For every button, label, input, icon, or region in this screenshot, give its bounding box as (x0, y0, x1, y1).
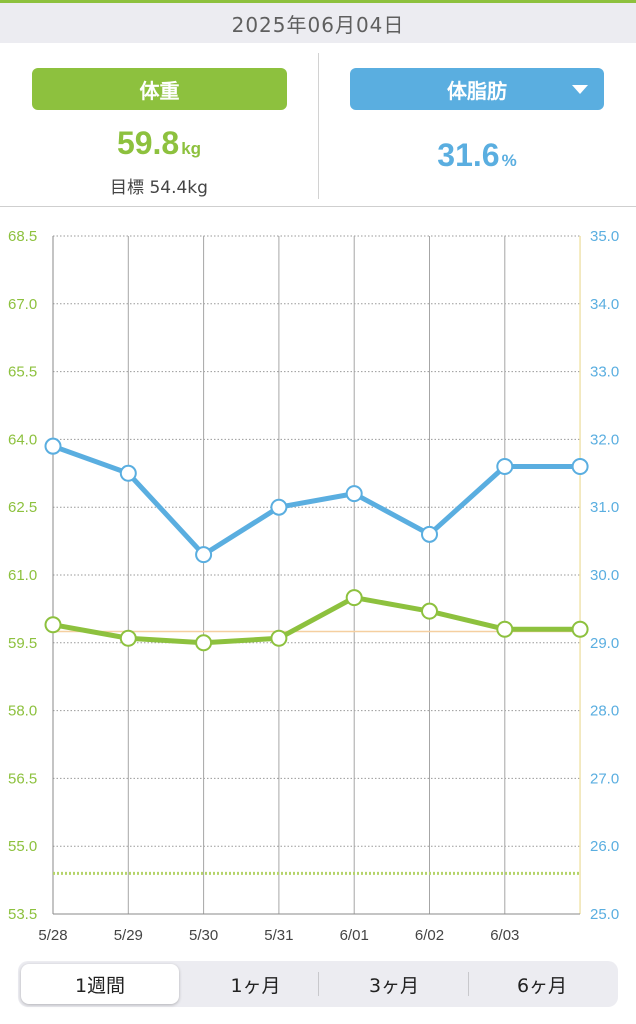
x-axis-tick-label: 6/03 (490, 927, 519, 944)
weight-tab-button[interactable]: 体重 (32, 68, 287, 110)
weight-data-point (345, 589, 363, 607)
left-axis-tick-label: 59.5 (8, 635, 37, 652)
fat-value: 31.6 % (318, 137, 636, 174)
period-tab-6months[interactable]: 6ヶ月 (469, 964, 615, 1004)
right-axis-tick-label: 25.0 (590, 906, 619, 923)
right-axis-tick-label: 32.0 (590, 431, 619, 448)
period-tab-label: 1ヶ月 (230, 974, 281, 997)
x-axis-tick-label: 5/31 (264, 927, 293, 944)
left-axis-tick-label: 68.5 (8, 228, 37, 245)
weight-tab-label: 体重 (139, 78, 180, 103)
period-separator (468, 972, 469, 996)
body-fat-data-point (345, 485, 363, 503)
date-label: 2025年06月04日 (231, 12, 405, 37)
left-axis-tick-label: 62.5 (8, 499, 37, 516)
period-tab-label: 6ヶ月 (516, 974, 568, 997)
fat-unit: % (501, 151, 517, 170)
right-axis-tick-label: 35.0 (590, 228, 619, 245)
period-tab-1month[interactable]: 1ヶ月 (184, 964, 327, 1004)
x-axis-tick-label: 6/01 (340, 927, 369, 944)
x-axis-tick-label: 5/28 (38, 927, 67, 944)
body-fat-data-point (270, 498, 288, 516)
weight-series-line (50, 595, 583, 646)
fat-number: 31.6 (437, 137, 500, 173)
weight-data-point (195, 634, 213, 652)
x-axis-tick-label: 5/29 (114, 927, 143, 944)
fat-dropdown-button[interactable]: 体脂肪 (350, 68, 604, 110)
left-axis-tick-label: 61.0 (8, 567, 37, 584)
right-axis-tick-label: 28.0 (590, 703, 619, 720)
top-accent-line (0, 0, 636, 3)
right-axis-tick-label: 27.0 (590, 770, 619, 787)
right-axis-tick-label: 29.0 (590, 635, 619, 652)
fat-tab-label: 体脂肪 (447, 78, 507, 103)
period-tab-label: 3ヶ月 (368, 974, 420, 997)
period-separator (318, 972, 319, 996)
left-axis-tick-label: 55.0 (8, 838, 37, 855)
left-axis-tick-label: 64.0 (8, 431, 37, 448)
left-axis-tick-label: 53.5 (8, 906, 37, 923)
weight-unit: kg (181, 139, 202, 158)
weight-value: 59.8 kg (0, 125, 318, 162)
date-header: 2025年06月04日 (0, 3, 636, 43)
body-fat-series-line (50, 443, 583, 558)
caret-down-icon (572, 85, 588, 94)
right-axis-tick-label: 31.0 (590, 499, 619, 516)
left-axis-tick-label: 67.0 (8, 296, 37, 313)
body-fat-data-point (119, 464, 137, 482)
weight-data-point (421, 602, 438, 620)
body-fat-data-point (496, 458, 514, 476)
left-axis-tick-label: 56.5 (8, 770, 37, 787)
summary-panel: 体重 59.8 kg 目標 54.4kg 体脂肪 31.6 % (0, 43, 636, 207)
body-fat-data-point (421, 525, 438, 543)
weight-data-point (270, 629, 288, 647)
x-axis-tick-label: 5/30 (189, 927, 218, 944)
weight-fat-chart[interactable]: 53.5 55.0 56.5 58.0 59.5 61.0 62.5 64.0 65.5 67.0… (0, 207, 636, 957)
weight-data-point (496, 620, 514, 638)
period-tab-1week[interactable]: 1週間 (21, 964, 179, 1004)
period-tab-3months[interactable]: 3ヶ月 (319, 964, 469, 1004)
body-fat-data-point (195, 546, 213, 564)
period-tab-label: 1週間 (74, 974, 126, 997)
weight-data-point (119, 629, 137, 647)
weight-data-point (571, 620, 589, 638)
weight-goal: 目標 54.4kg (110, 178, 208, 198)
x-axis-tick-label: 6/02 (415, 927, 444, 944)
left-axis-tick-label: 58.0 (8, 703, 37, 720)
weight-data-point (44, 616, 62, 634)
summary-divider (318, 53, 319, 199)
weight-number: 59.8 (116, 125, 180, 161)
body-fat-data-point (44, 437, 62, 455)
body-fat-data-point (571, 458, 589, 476)
period-selector: 1週間 1ヶ月 3ヶ月 6ヶ月 (18, 961, 618, 1007)
right-axis-tick-label: 33.0 (590, 364, 619, 381)
right-axis-tick-label: 26.0 (590, 838, 619, 855)
right-axis-tick-label: 34.0 (590, 296, 619, 313)
right-axis-tick-label: 30.0 (590, 567, 619, 584)
left-axis-tick-label: 65.5 (8, 364, 37, 381)
